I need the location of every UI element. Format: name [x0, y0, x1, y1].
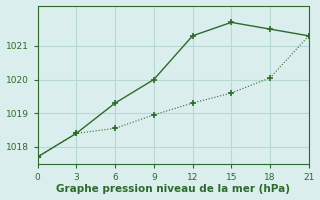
X-axis label: Graphe pression niveau de la mer (hPa): Graphe pression niveau de la mer (hPa)	[56, 184, 290, 194]
